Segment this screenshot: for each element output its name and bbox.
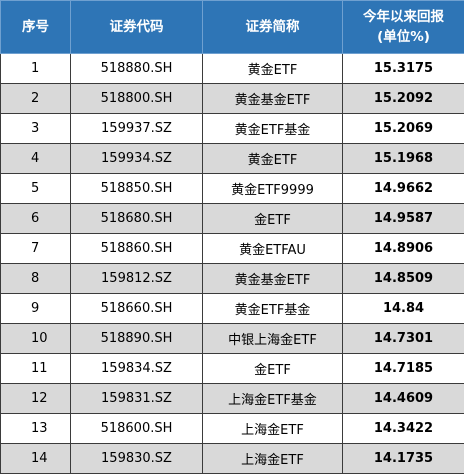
- table-row: 7 518860.SH 黄金ETFAU 14.8906: [1, 234, 464, 264]
- cell-code: 518860.SH: [71, 234, 203, 264]
- cell-return: 14.84: [343, 294, 464, 324]
- table-row: 10 518890.SH 中银上海金ETF 14.7301: [1, 324, 464, 354]
- table-row: 12 159831.SZ 上海金ETF基金 14.4609: [1, 384, 464, 414]
- cell-rank: 8: [1, 264, 71, 294]
- header-rank: 序号: [1, 1, 71, 54]
- cell-name: 黄金基金ETF: [203, 264, 343, 294]
- header-row: 序号 证券代码 证券简称 今年以来回报 (单位%): [1, 1, 464, 54]
- table-row: 4 159934.SZ 黄金ETF 15.1968: [1, 144, 464, 174]
- cell-rank: 4: [1, 144, 71, 174]
- cell-code: 159937.SZ: [71, 114, 203, 144]
- cell-return: 14.4609: [343, 384, 464, 414]
- cell-return: 14.7185: [343, 354, 464, 384]
- header-return-unit: (单位%): [343, 27, 464, 47]
- cell-return: 14.3422: [343, 414, 464, 444]
- cell-rank: 10: [1, 324, 71, 354]
- cell-return: 15.2092: [343, 84, 464, 114]
- cell-return: 14.9587: [343, 204, 464, 234]
- cell-return: 14.7301: [343, 324, 464, 354]
- cell-rank: 2: [1, 84, 71, 114]
- cell-return: 15.3175: [343, 54, 464, 84]
- cell-rank: 9: [1, 294, 71, 324]
- cell-rank: 6: [1, 204, 71, 234]
- cell-rank: 7: [1, 234, 71, 264]
- header-return-title: 今年以来回报: [343, 7, 464, 27]
- cell-code: 518600.SH: [71, 414, 203, 444]
- table-row: 8 159812.SZ 黄金基金ETF 14.8509: [1, 264, 464, 294]
- cell-rank: 3: [1, 114, 71, 144]
- cell-code: 159834.SZ: [71, 354, 203, 384]
- cell-code: 518680.SH: [71, 204, 203, 234]
- cell-return: 15.2069: [343, 114, 464, 144]
- cell-name: 金ETF: [203, 354, 343, 384]
- cell-name: 黄金ETF9999: [203, 174, 343, 204]
- cell-return: 14.8509: [343, 264, 464, 294]
- table-row: 5 518850.SH 黄金ETF9999 14.9662: [1, 174, 464, 204]
- cell-name: 金ETF: [203, 204, 343, 234]
- cell-return: 14.8906: [343, 234, 464, 264]
- cell-name: 黄金ETFAU: [203, 234, 343, 264]
- cell-code: 518800.SH: [71, 84, 203, 114]
- header-code: 证券代码: [71, 1, 203, 54]
- cell-rank: 11: [1, 354, 71, 384]
- header-return: 今年以来回报 (单位%): [343, 1, 464, 54]
- cell-name: 上海金ETF: [203, 444, 343, 474]
- cell-name: 中银上海金ETF: [203, 324, 343, 354]
- table-row: 2 518800.SH 黄金基金ETF 15.2092: [1, 84, 464, 114]
- cell-return: 14.1735: [343, 444, 464, 474]
- cell-name: 黄金ETF基金: [203, 114, 343, 144]
- table-header: 序号 证券代码 证券简称 今年以来回报 (单位%): [1, 1, 464, 54]
- cell-code: 518890.SH: [71, 324, 203, 354]
- table-row: 11 159834.SZ 金ETF 14.7185: [1, 354, 464, 384]
- cell-rank: 5: [1, 174, 71, 204]
- cell-name: 上海金ETF基金: [203, 384, 343, 414]
- cell-code: 518880.SH: [71, 54, 203, 84]
- table-row: 6 518680.SH 金ETF 14.9587: [1, 204, 464, 234]
- header-name: 证券简称: [203, 1, 343, 54]
- table-row: 14 159830.SZ 上海金ETF 14.1735: [1, 444, 464, 474]
- table-row: 3 159937.SZ 黄金ETF基金 15.2069: [1, 114, 464, 144]
- table-row: 13 518600.SH 上海金ETF 14.3422: [1, 414, 464, 444]
- table-row: 1 518880.SH 黄金ETF 15.3175: [1, 54, 464, 84]
- cell-name: 黄金ETF: [203, 54, 343, 84]
- cell-name: 黄金ETF: [203, 144, 343, 174]
- cell-rank: 13: [1, 414, 71, 444]
- cell-return: 15.1968: [343, 144, 464, 174]
- cell-rank: 14: [1, 444, 71, 474]
- cell-code: 159812.SZ: [71, 264, 203, 294]
- cell-code: 159831.SZ: [71, 384, 203, 414]
- cell-code: 518850.SH: [71, 174, 203, 204]
- cell-code: 159934.SZ: [71, 144, 203, 174]
- table-body: 1 518880.SH 黄金ETF 15.3175 2 518800.SH 黄金…: [1, 54, 464, 474]
- cell-name: 黄金ETF基金: [203, 294, 343, 324]
- cell-rank: 1: [1, 54, 71, 84]
- cell-code: 518660.SH: [71, 294, 203, 324]
- cell-name: 黄金基金ETF: [203, 84, 343, 114]
- cell-rank: 12: [1, 384, 71, 414]
- table-row: 9 518660.SH 黄金ETF基金 14.84: [1, 294, 464, 324]
- cell-code: 159830.SZ: [71, 444, 203, 474]
- cell-return: 14.9662: [343, 174, 464, 204]
- cell-name: 上海金ETF: [203, 414, 343, 444]
